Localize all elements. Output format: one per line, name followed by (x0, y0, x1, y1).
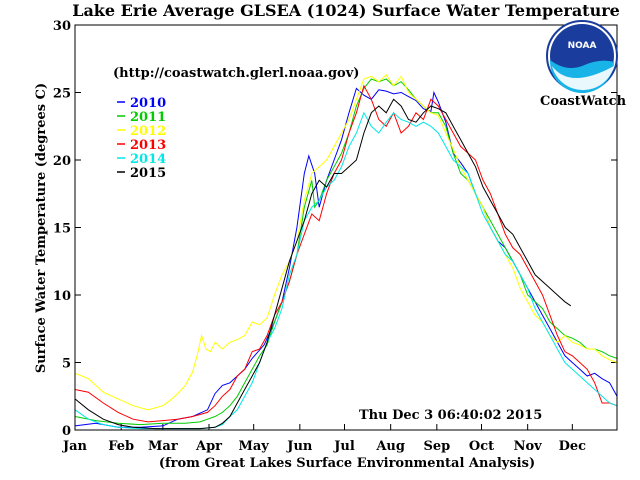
y-tick-label: 20 (53, 154, 71, 169)
x-tick-label: Jun (286, 439, 313, 454)
y-axis-label: Surface Water Temperature (degrees C) (34, 83, 49, 373)
series-line-2013 (74, 84, 618, 423)
x-tick-label: Jan (62, 439, 88, 454)
chart-title: Lake Erie Average GLSEA (1024) Surface W… (72, 1, 620, 20)
x-axis-ticks: Jan Feb Mar Apr May Jun Jul Aug Sep Oct Nov Dec (62, 424, 586, 454)
series-lines (74, 74, 618, 430)
x-tick-label: Sep (423, 439, 450, 454)
series-line-2012 (74, 74, 618, 411)
x-tick-label: Apr (195, 439, 222, 454)
legend-entry-2012: 2012 (130, 124, 166, 139)
x-tick-label: Dec (559, 439, 587, 454)
source-url: (http://coastwatch.glerl.noaa.gov) (113, 66, 359, 81)
series-line-2011 (74, 78, 618, 426)
x-tick-label: Mar (148, 439, 178, 454)
legend-entry-2015: 2015 (130, 166, 166, 181)
y-tick-label: 30 (53, 19, 71, 34)
y-tick-label: 15 (53, 222, 71, 237)
x-axis-label: (from Great Lakes Surface Environmental … (159, 456, 535, 471)
legend-entry-2011: 2011 (130, 110, 166, 125)
y-tick-label: 10 (53, 289, 71, 304)
legend-entry-2010: 2010 (130, 96, 166, 111)
timestamp: Thu Dec 3 06:40:02 2015 (359, 408, 542, 423)
x-tick-label: May (238, 439, 269, 454)
x-tick-label: Nov (514, 439, 543, 454)
series-line-2014 (74, 111, 618, 430)
x-tick-label: Oct (469, 439, 494, 454)
plot-frame (74, 24, 618, 431)
x-tick-label: Jul (333, 439, 355, 454)
series-line-2010 (74, 87, 618, 428)
y-tick-label: 0 (62, 424, 71, 439)
noaa-logo-text: NOAA (568, 41, 597, 51)
series-line-2015 (74, 98, 572, 430)
noaa-logo: NOAA (546, 20, 618, 94)
coastwatch-label: CoastWatch (540, 94, 627, 109)
legend-entry-2013: 2013 (130, 138, 166, 153)
y-tick-label: 25 (53, 87, 71, 102)
x-tick-label: Aug (375, 439, 405, 454)
x-tick-label: Feb (108, 439, 134, 454)
y-tick-label: 5 (62, 357, 71, 372)
legend-entry-2014: 2014 (130, 152, 166, 167)
